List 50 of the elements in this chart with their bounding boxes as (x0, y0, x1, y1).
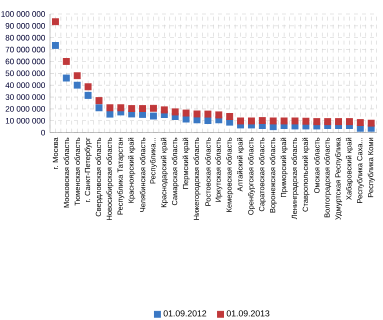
point (52, 42, 59, 49)
point (150, 104, 157, 112)
point (52, 18, 59, 26)
y-tick-label: 10 000 000 (6, 118, 45, 124)
point (117, 104, 124, 112)
y-tick-label: 100 000 000 (1, 11, 45, 17)
point (226, 113, 234, 120)
point (237, 117, 244, 124)
point (248, 117, 255, 124)
y-tick-label: 20 000 000 (6, 106, 45, 112)
point (302, 118, 310, 125)
point (280, 117, 288, 124)
y-tick-label: 90 000 000 (6, 23, 45, 29)
point (182, 110, 190, 117)
point (204, 117, 212, 124)
point (96, 104, 102, 112)
point (62, 58, 70, 65)
point (215, 111, 222, 118)
point (258, 117, 266, 124)
y-tick-label: 0 (41, 130, 45, 136)
y-tick-label: 80 000 000 (6, 34, 45, 41)
point (150, 112, 157, 120)
point (313, 118, 320, 126)
point (139, 105, 146, 112)
point (74, 72, 81, 80)
point (324, 118, 332, 126)
point (84, 83, 92, 90)
point (106, 104, 114, 112)
point (292, 117, 298, 124)
point (96, 97, 102, 104)
y-tick-label: 30 000 000 (6, 94, 45, 100)
point (172, 108, 179, 116)
legend-label: 01.09.2012 (164, 310, 206, 316)
point (194, 110, 200, 118)
point (270, 117, 277, 124)
point (356, 119, 364, 126)
y-tick-label: 70 000 000 (6, 46, 45, 52)
point (84, 92, 92, 99)
point (204, 110, 212, 118)
y-tick-label: 60 000 000 (6, 58, 45, 64)
y-tick-label: 50 000 000 (6, 70, 45, 76)
legend-label: 01.09.2013 (226, 310, 270, 316)
point (74, 82, 81, 89)
point (128, 105, 136, 112)
point (160, 106, 168, 114)
y-tick-label: 40 000 000 (5, 82, 45, 88)
point (346, 118, 353, 126)
point (368, 120, 375, 127)
point (62, 74, 70, 82)
point (335, 118, 342, 126)
